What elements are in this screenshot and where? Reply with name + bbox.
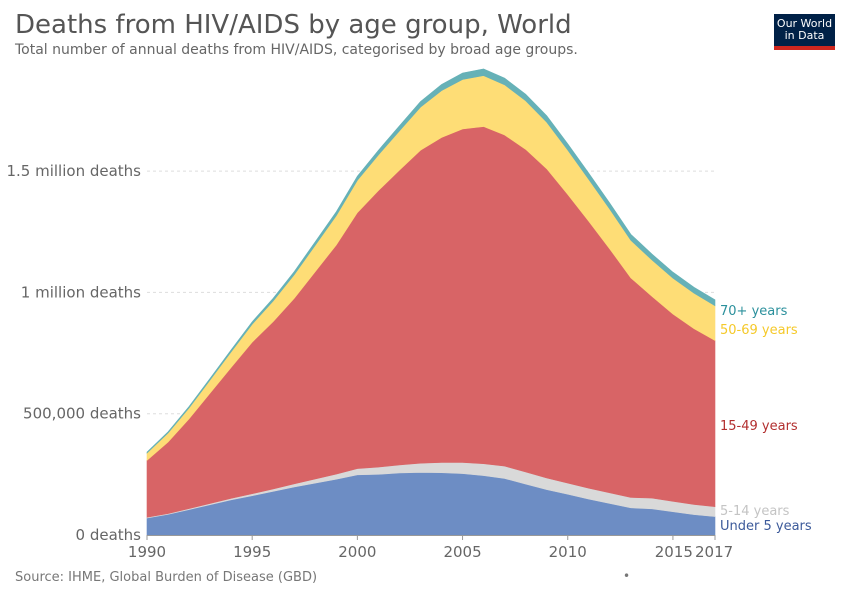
chart-title: Deaths from HIV/AIDS by age group, World — [15, 10, 572, 40]
owid-logo[interactable]: Our World in Data — [774, 14, 835, 50]
x-tick-label: 2017 — [695, 543, 733, 561]
logo-line-2: in Data — [784, 29, 825, 42]
logo-line-1: Our World — [776, 17, 833, 30]
y-tick-label: 1.5 million deaths — [6, 162, 141, 180]
y-tick-label: 1 million deaths — [21, 283, 141, 301]
x-tick-label: 1995 — [233, 543, 271, 561]
x-tick-label: 2000 — [338, 543, 376, 561]
area-70-years[interactable] — [146, 68, 716, 454]
y-axis-labels: 0 deaths 500,000 deaths 1 million deaths 1.… — [6, 162, 141, 544]
series-label-50-69-years[interactable]: 50-69 years — [720, 323, 798, 338]
x-tick-label: 2015 — [655, 543, 693, 561]
chart-subtitle: Total number of annual deaths from HIV/A… — [15, 42, 578, 58]
x-tick-label: 1990 — [128, 543, 166, 561]
area-series — [146, 68, 716, 536]
y-tick-label: 0 deaths — [76, 526, 142, 544]
series-label-15-49-years[interactable]: 15-49 years — [720, 419, 798, 434]
x-tick-label: 2010 — [549, 543, 587, 561]
footer-dot: • — [623, 569, 631, 583]
source-note[interactable]: Source: IHME, Global Burden of Disease (… — [15, 570, 318, 585]
x-tick-label: 2005 — [443, 543, 481, 561]
series-label-5-14-years[interactable]: 5-14 years — [720, 504, 790, 519]
series-label-under-5-years[interactable]: Under 5 years — [720, 519, 812, 534]
area-15-49-years[interactable] — [146, 126, 716, 518]
series-label-70-years[interactable]: 70+ years — [720, 304, 788, 319]
x-axis: 1990 1995 2000 2005 2010 2015 2017 — [128, 535, 733, 561]
y-tick-label: 500,000 deaths — [23, 405, 141, 423]
